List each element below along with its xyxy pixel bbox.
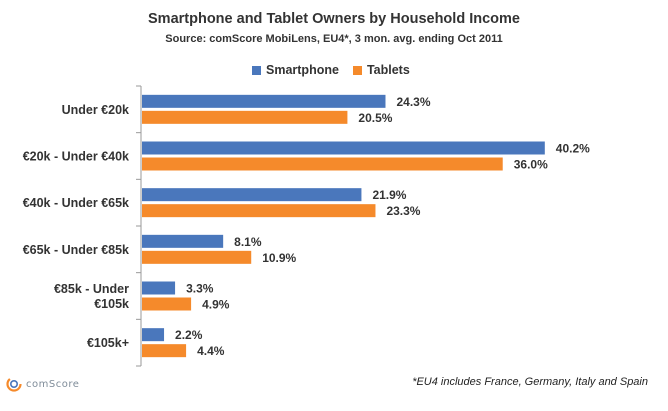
data-label-smartphone: 2.2%: [175, 328, 203, 342]
bar-smartphone-5: [142, 328, 164, 341]
data-label-tablets: 23.3%: [386, 204, 420, 218]
data-label-tablets: 20.5%: [358, 111, 392, 125]
bar-tablets-3: [142, 251, 251, 264]
bar-tablets-1: [142, 158, 503, 171]
comscore-logo-icon: [5, 375, 23, 393]
category-label: €65k - Under €85k: [23, 243, 129, 257]
category-label: Under €20k: [62, 103, 129, 117]
data-label-tablets: 10.9%: [262, 251, 296, 265]
bar-smartphone-3: [142, 235, 223, 248]
bar-smartphone-2: [142, 188, 361, 201]
category-label: €40k - Under €65k: [23, 196, 129, 210]
category-label: €105k: [94, 297, 129, 311]
bar-smartphone-1: [142, 142, 545, 155]
bar-smartphone-0: [142, 95, 385, 108]
comscore-brand: comScore: [5, 375, 79, 393]
data-label-smartphone: 8.1%: [234, 235, 262, 249]
bar-tablets-4: [142, 298, 191, 311]
brand-name: comScore: [26, 379, 79, 390]
data-label-smartphone: 40.2%: [556, 142, 590, 156]
category-label: €105k+: [87, 336, 129, 350]
bar-smartphone-4: [142, 282, 175, 295]
category-label: €85k - Under: [54, 282, 129, 296]
data-label-smartphone: 24.3%: [396, 95, 430, 109]
bar-tablets-5: [142, 344, 186, 357]
category-label: €20k - Under €40k: [23, 150, 129, 164]
data-label-smartphone: 3.3%: [186, 282, 214, 296]
footnote: *EU4 includes France, Germany, Italy and…: [412, 376, 648, 388]
data-label-smartphone: 21.9%: [372, 188, 406, 202]
bar-chart-plot: Under €20k 24.3% 20.5% €20k - Under €40k 40.…: [0, 0, 668, 411]
data-label-tablets: 36.0%: [514, 158, 548, 172]
bar-tablets-0: [142, 111, 347, 124]
bar-tablets-2: [142, 204, 375, 217]
data-label-tablets: 4.4%: [197, 344, 225, 358]
data-label-tablets: 4.9%: [202, 298, 230, 312]
